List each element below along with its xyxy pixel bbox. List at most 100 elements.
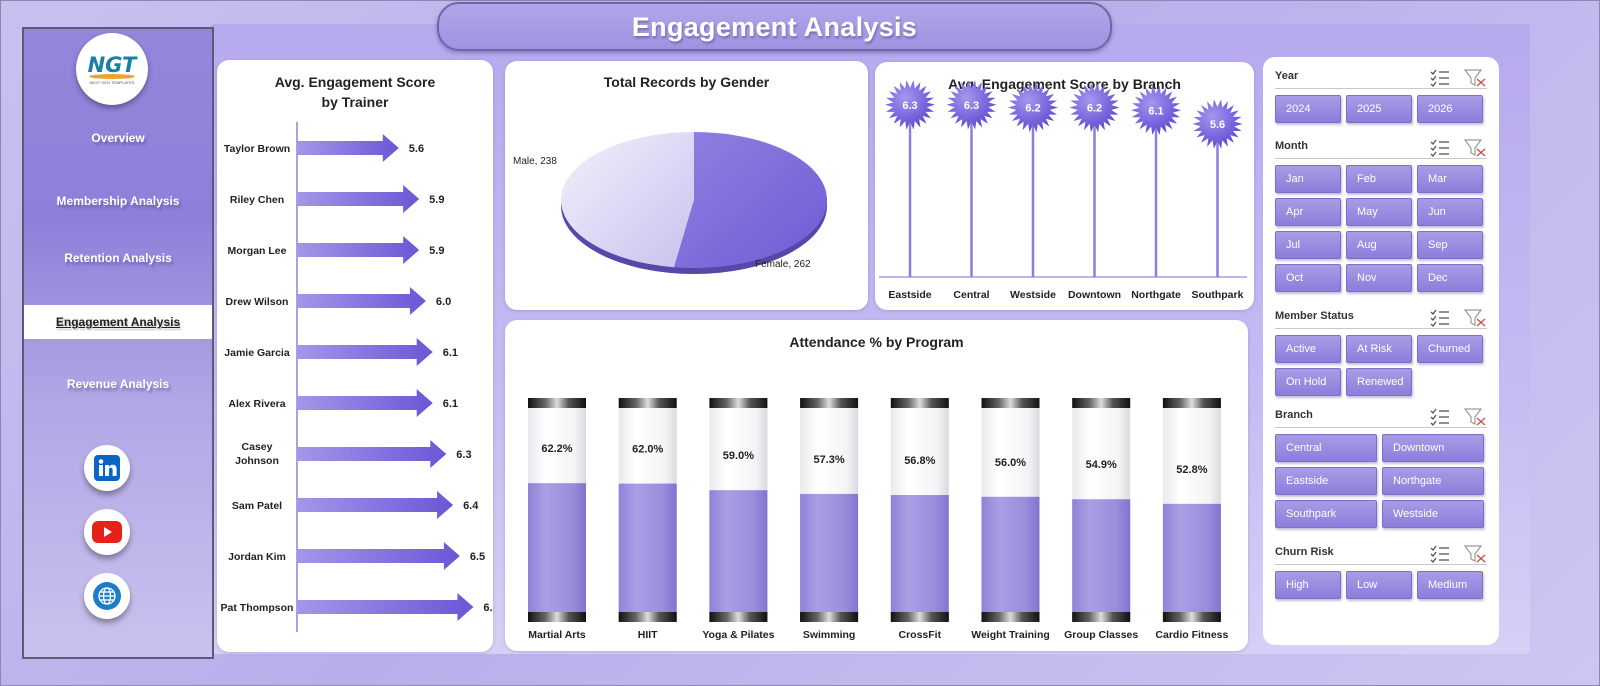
page-title: Engagement Analysis xyxy=(631,12,918,42)
program-data-label: 56.8% xyxy=(904,455,935,467)
program-category-label: Martial Arts xyxy=(528,629,586,641)
slicer-button[interactable]: Central xyxy=(1275,434,1377,462)
slicer-button[interactable]: Sep xyxy=(1417,231,1483,259)
branch-chart-title: Avg. Engagement Score by Branch xyxy=(948,76,1181,92)
filter-icons xyxy=(1427,406,1487,426)
trainer-data-label: 5.9 xyxy=(429,194,444,206)
program-tube-cap-bottom xyxy=(981,612,1040,622)
trainer-bar xyxy=(297,134,399,162)
gender-chart: Male, 238 Female, 262 xyxy=(513,132,828,274)
slicer-button[interactable]: Northgate xyxy=(1382,467,1484,495)
program-tube-cap-top xyxy=(618,398,677,408)
multi-select-icon[interactable] xyxy=(1430,408,1449,426)
slicer-button[interactable]: Jan xyxy=(1275,165,1341,193)
slicer-button[interactable]: Churned xyxy=(1417,335,1483,363)
slicer-button[interactable]: Nov xyxy=(1346,264,1412,292)
program-bar xyxy=(1162,503,1221,620)
sidebar: NGT NEXT GEN TEMPLATES Overview Membersh… xyxy=(22,27,214,659)
filter-header-month: Month xyxy=(1275,137,1487,159)
program-category-label: Cardio Fitness xyxy=(1155,629,1228,641)
nav-engagement-analysis[interactable]: Engagement Analysis xyxy=(24,305,212,339)
linkedin-button[interactable] xyxy=(84,445,130,491)
branch-category-label: Northgate xyxy=(1131,289,1181,301)
youtube-button[interactable] xyxy=(84,509,130,555)
trainer-category-label: Pat Thompson xyxy=(221,602,294,614)
branch-marker xyxy=(885,80,935,130)
clear-filter-icon[interactable] xyxy=(1463,545,1486,563)
branch-data-label: 6.3 xyxy=(902,100,917,112)
branch-category-label: Central xyxy=(953,289,989,301)
filter-panel: Year 2024 2025 2026 Month Jan Feb Mar Apr May Jun J… xyxy=(1263,57,1499,645)
nav-overview[interactable]: Overview xyxy=(91,131,145,145)
slicer-button[interactable]: 2024 xyxy=(1275,95,1341,123)
multi-select-icon[interactable] xyxy=(1430,69,1449,87)
filter-title: Month xyxy=(1275,140,1308,152)
globe-icon xyxy=(93,582,121,610)
clear-filter-icon[interactable] xyxy=(1463,69,1486,87)
multi-select-icon[interactable] xyxy=(1430,545,1449,563)
program-bar xyxy=(981,496,1040,620)
program-category-label: Weight Training xyxy=(971,629,1050,641)
clear-filter-icon[interactable] xyxy=(1463,139,1486,157)
slicer-button[interactable]: Westside xyxy=(1382,500,1484,528)
slicer-button[interactable]: Dec xyxy=(1417,264,1483,292)
multi-select-icon[interactable] xyxy=(1430,139,1449,157)
branch-data-label: 5.6 xyxy=(1210,119,1225,131)
gender-chart-card: Total Records by Gender Male, 238 Female,… xyxy=(505,61,868,310)
program-data-label: 52.8% xyxy=(1176,464,1207,476)
program-tube-cap-bottom xyxy=(709,612,768,622)
filter-header-branch: Branch xyxy=(1275,406,1487,428)
slicer-button[interactable]: High xyxy=(1275,571,1341,599)
slicer-button[interactable]: Jul xyxy=(1275,231,1341,259)
trainer-category-label: Sam Patel xyxy=(232,500,282,512)
linkedin-icon xyxy=(94,455,120,481)
slicer-button[interactable]: Low xyxy=(1346,571,1412,599)
program-category-label: CrossFit xyxy=(899,629,942,641)
nav-retention-analysis[interactable]: Retention Analysis xyxy=(64,251,172,265)
slicer-button[interactable]: Feb xyxy=(1346,165,1412,193)
slicer-button[interactable]: Jun xyxy=(1417,198,1483,226)
filter-icons xyxy=(1427,137,1487,157)
clear-filter-icon[interactable] xyxy=(1463,408,1486,426)
nav-revenue-analysis[interactable]: Revenue Analysis xyxy=(66,377,170,391)
filter-title: Member Status xyxy=(1275,310,1354,322)
pie-label-female: Female, 262 xyxy=(755,259,811,270)
program-category-label: Group Classes xyxy=(1064,629,1138,641)
slicer-button[interactable]: Aug xyxy=(1346,231,1412,259)
trainer-bar xyxy=(297,236,420,264)
branch-category-label: Eastside xyxy=(888,289,931,301)
slicer-button[interactable]: At Risk xyxy=(1346,335,1412,363)
program-tube-cap-top xyxy=(981,398,1040,408)
website-button[interactable] xyxy=(84,573,130,619)
slicer-button[interactable]: On Hold xyxy=(1275,368,1341,396)
program-tube-cap-bottom xyxy=(528,612,586,622)
multi-select-icon[interactable] xyxy=(1430,309,1449,327)
slicer-button[interactable]: Active xyxy=(1275,335,1341,363)
trainer-category-label: Drew Wilson xyxy=(226,296,289,308)
pie-slice-female xyxy=(674,132,828,268)
nav-membership-analysis[interactable]: Membership Analysis xyxy=(56,194,180,208)
slicer-button[interactable]: 2026 xyxy=(1417,95,1483,123)
program-tube-cap-bottom xyxy=(890,612,949,622)
slicer-button[interactable]: Downtown xyxy=(1382,434,1484,462)
trainer-chart-title: Avg. Engagement Score by Trainer xyxy=(274,74,436,110)
clear-filter-icon[interactable] xyxy=(1463,309,1486,327)
slicer-button[interactable]: Apr xyxy=(1275,198,1341,226)
slicer-button[interactable]: Renewed xyxy=(1346,368,1412,396)
trainer-data-label: 5.6 xyxy=(409,143,424,155)
slicer-button[interactable]: Medium xyxy=(1417,571,1483,599)
program-tube-cap-bottom xyxy=(618,612,677,622)
slicer-button[interactable]: Mar xyxy=(1417,165,1483,193)
slicer-button[interactable]: 2025 xyxy=(1346,95,1412,123)
filter-title: Branch xyxy=(1275,409,1313,421)
youtube-icon xyxy=(92,521,122,543)
slicer-button[interactable]: Eastside xyxy=(1275,467,1377,495)
slicer-button[interactable]: May xyxy=(1346,198,1412,226)
branch-chart-card: Avg. Engagement Score by Branch 6.3 Easts… xyxy=(875,62,1254,310)
trainer-bar xyxy=(297,389,433,417)
trainer-bar xyxy=(297,491,454,519)
program-category-label: Swimming xyxy=(803,629,856,641)
slicer-button[interactable]: Oct xyxy=(1275,264,1341,292)
slicer-button[interactable]: Southpark xyxy=(1275,500,1377,528)
program-bar xyxy=(709,490,768,620)
